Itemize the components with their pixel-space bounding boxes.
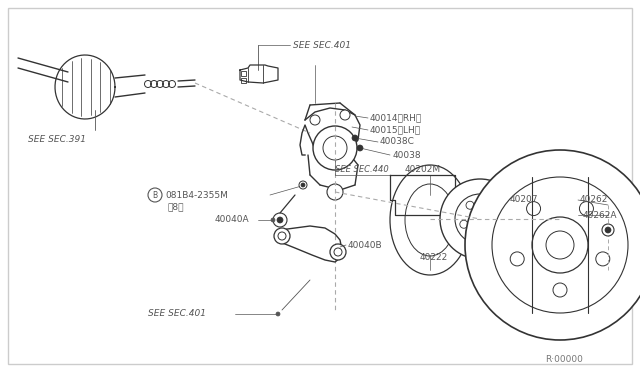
Circle shape <box>455 194 505 244</box>
Text: 40038: 40038 <box>393 151 422 160</box>
Text: 081B4-2355M: 081B4-2355M <box>165 190 228 199</box>
Text: 40262: 40262 <box>580 196 609 205</box>
Circle shape <box>465 150 640 340</box>
Circle shape <box>340 110 350 120</box>
Circle shape <box>299 181 307 189</box>
Circle shape <box>310 115 320 125</box>
Circle shape <box>440 179 520 259</box>
Circle shape <box>460 220 468 228</box>
Circle shape <box>357 145 363 151</box>
Circle shape <box>492 177 628 313</box>
Circle shape <box>330 244 346 260</box>
Circle shape <box>466 201 474 209</box>
Text: SEE SEC.391: SEE SEC.391 <box>28 135 86 144</box>
Circle shape <box>327 184 343 200</box>
Circle shape <box>274 228 290 244</box>
Text: 40202M: 40202M <box>405 166 441 174</box>
Text: 〈8〉: 〈8〉 <box>168 202 184 212</box>
Text: SEE SEC.401: SEE SEC.401 <box>148 310 206 318</box>
Ellipse shape <box>405 184 455 256</box>
Ellipse shape <box>390 165 470 275</box>
Text: 40222: 40222 <box>420 253 448 263</box>
Circle shape <box>334 248 342 256</box>
Circle shape <box>301 183 305 187</box>
Circle shape <box>579 202 593 216</box>
Circle shape <box>602 224 614 236</box>
Circle shape <box>596 252 610 266</box>
Circle shape <box>492 220 500 228</box>
Circle shape <box>313 126 357 170</box>
Bar <box>241 71 246 76</box>
Circle shape <box>510 252 524 266</box>
Text: 40040B: 40040B <box>348 241 383 250</box>
Circle shape <box>276 312 280 316</box>
Text: SEE SEC.401: SEE SEC.401 <box>293 41 351 49</box>
Text: SEE SEC.440: SEE SEC.440 <box>335 166 388 174</box>
Circle shape <box>271 218 275 222</box>
Text: 40038C: 40038C <box>380 138 415 147</box>
Text: B: B <box>152 190 157 199</box>
Text: 40262A: 40262A <box>583 211 618 219</box>
Circle shape <box>278 232 286 240</box>
Circle shape <box>273 213 287 227</box>
Circle shape <box>148 188 162 202</box>
Bar <box>241 78 246 83</box>
Text: 40207: 40207 <box>510 196 538 205</box>
Text: 40015〈LH〉: 40015〈LH〉 <box>370 125 421 135</box>
Circle shape <box>476 232 484 240</box>
Circle shape <box>605 227 611 233</box>
Circle shape <box>486 201 494 209</box>
Circle shape <box>470 209 490 229</box>
Circle shape <box>352 135 358 141</box>
Text: R·00000: R·00000 <box>545 356 583 365</box>
Circle shape <box>546 231 574 259</box>
Circle shape <box>277 217 283 223</box>
Text: 40040A: 40040A <box>215 215 250 224</box>
Circle shape <box>527 202 541 216</box>
Circle shape <box>532 217 588 273</box>
Circle shape <box>553 283 567 297</box>
Text: 40014〈RH〉: 40014〈RH〉 <box>370 113 422 122</box>
